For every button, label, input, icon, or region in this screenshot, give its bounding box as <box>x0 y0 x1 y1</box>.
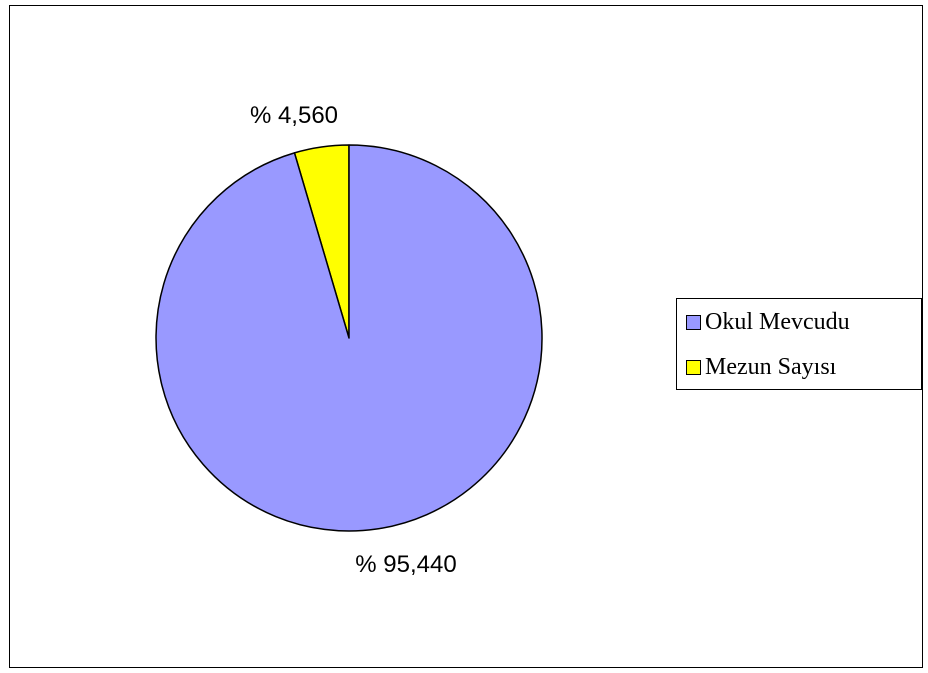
legend: Okul Mevcudu Mezun Sayısı <box>676 298 922 390</box>
legend-item-okul-mevcudu: Okul Mevcudu <box>686 309 850 336</box>
legend-label: Okul Mevcudu <box>705 309 850 335</box>
legend-swatch-okul-mevcudu <box>686 315 701 330</box>
legend-label: Mezun Sayısı <box>705 354 837 380</box>
legend-swatch-mezun-sayisi <box>686 360 701 375</box>
slice-label-okul-mevcudu: % 95,440 <box>355 551 456 578</box>
slice-label-mezun-sayisi: % 4,560 <box>250 102 338 129</box>
legend-item-mezun-sayisi: Mezun Sayısı <box>686 354 836 381</box>
pie-slice-okul-mevcudu <box>155 144 543 532</box>
pie-slices <box>155 144 543 532</box>
